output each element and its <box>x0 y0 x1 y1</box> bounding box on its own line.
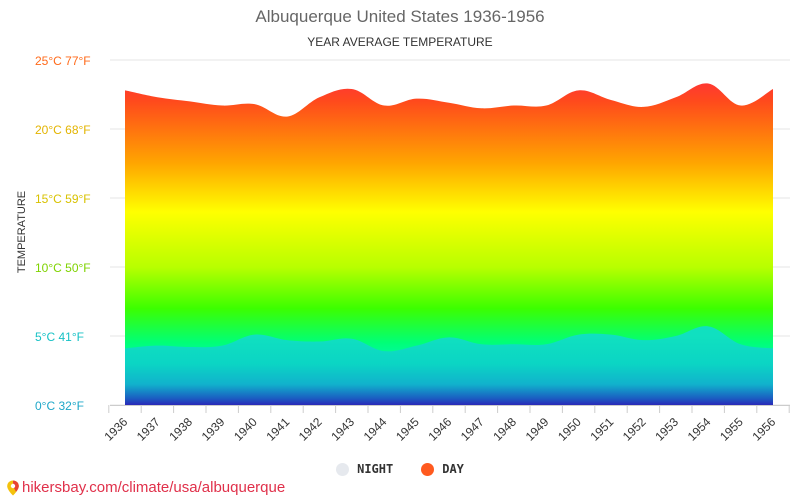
point-night-1952 <box>641 338 645 342</box>
legend-item-night[interactable]: NIGHT <box>336 462 393 476</box>
point-day-1951 <box>609 98 613 102</box>
x-tick-label-1954: 1954 <box>685 415 714 444</box>
point-night-1949 <box>544 342 548 346</box>
point-day-1956 <box>771 87 775 91</box>
legend-label-night: NIGHT <box>357 462 394 476</box>
legend-label-day: DAY <box>442 462 464 476</box>
point-day-1937 <box>155 95 159 99</box>
point-day-1950 <box>577 88 581 92</box>
point-night-1956 <box>771 346 775 350</box>
point-day-1944 <box>382 104 386 108</box>
point-night-1940 <box>253 333 257 337</box>
x-tick-label-1938: 1938 <box>166 415 195 444</box>
chart-title: Albuquerque United States 1936-1956 <box>255 7 545 26</box>
x-tick-label-1942: 1942 <box>296 415 325 444</box>
x-tick-label-1943: 1943 <box>328 415 357 444</box>
x-tick-label-1948: 1948 <box>490 415 519 444</box>
point-night-1938 <box>188 345 192 349</box>
footer-link-container: hikersbay.com/climate/usa/albuquerque <box>6 479 285 496</box>
legend-dot-day <box>421 462 435 476</box>
chart-legend: NIGHT DAY <box>0 462 800 476</box>
point-day-1954 <box>706 81 710 85</box>
point-night-1951 <box>609 333 613 337</box>
point-day-1941 <box>285 115 289 119</box>
x-tick-label-1950: 1950 <box>555 415 584 444</box>
map-pin-icon <box>6 480 20 496</box>
point-day-1949 <box>544 104 548 108</box>
x-tick-label-1945: 1945 <box>393 415 422 444</box>
y-tick-label-15: 15°C 59°F <box>35 192 91 206</box>
x-tick-label-1936: 1936 <box>102 415 131 444</box>
legend-item-day[interactable]: DAY <box>421 462 464 476</box>
x-tick-label-1956: 1956 <box>750 415 779 444</box>
point-night-1936 <box>123 346 127 350</box>
y-tick-label-20: 20°C 68°F <box>35 123 91 137</box>
y-tick-label-0: 0°C 32°F <box>35 399 84 413</box>
point-day-1942 <box>317 95 321 99</box>
x-tick-label-1941: 1941 <box>264 415 293 444</box>
area-layer <box>123 81 775 406</box>
area-night <box>125 326 773 405</box>
point-day-1936 <box>123 88 127 92</box>
x-tick-label-1949: 1949 <box>523 415 552 444</box>
point-day-1940 <box>253 102 257 106</box>
point-night-1937 <box>155 344 159 348</box>
x-tick-label-1940: 1940 <box>231 415 260 444</box>
point-day-1948 <box>512 104 516 108</box>
footer-link[interactable]: hikersbay.com/climate/usa/albuquerque <box>22 479 286 496</box>
point-night-1939 <box>220 344 224 348</box>
x-tick-label-1946: 1946 <box>426 415 455 444</box>
point-night-1941 <box>285 338 289 342</box>
point-day-1955 <box>739 104 743 108</box>
x-tick-label-1944: 1944 <box>361 415 390 444</box>
point-night-1950 <box>577 333 581 337</box>
point-night-1942 <box>317 340 321 344</box>
x-tick-label-1937: 1937 <box>134 415 163 444</box>
x-tick-label-1951: 1951 <box>588 415 617 444</box>
y-tick-label-5: 5°C 41°F <box>35 330 84 344</box>
ylabel-layer: 0°C 32°F 5°C 41°F 10°C 50°F 15°C 59°F 20°C 6… <box>35 54 91 413</box>
point-night-1945 <box>415 344 419 348</box>
y-axis-title: TEMPERATURE <box>16 191 28 273</box>
y-tick-label-25: 25°C 77°F <box>35 54 91 68</box>
point-night-1944 <box>382 349 386 353</box>
x-tick-label-1952: 1952 <box>620 415 649 444</box>
point-night-1948 <box>512 342 516 346</box>
point-day-1947 <box>479 106 483 110</box>
area-day <box>125 83 773 406</box>
point-day-1939 <box>220 104 224 108</box>
point-night-1947 <box>479 342 483 346</box>
legend-dot-night <box>336 462 350 476</box>
axis-layer <box>108 405 790 413</box>
point-night-1954 <box>706 324 710 328</box>
x-tick-label-1939: 1939 <box>199 415 228 444</box>
point-night-1953 <box>674 334 678 338</box>
point-night-1943 <box>350 337 354 341</box>
point-day-1952 <box>641 105 645 109</box>
xlabel-layer: 1936 1937 1938 1939 1940 1941 1942 1943 1944 1945… <box>102 415 779 444</box>
chart-subtitle: YEAR AVERAGE TEMPERATURE <box>307 35 493 49</box>
point-day-1945 <box>415 97 419 101</box>
x-tick-label-1953: 1953 <box>652 415 681 444</box>
x-tick-label-1947: 1947 <box>458 415 487 444</box>
point-night-1955 <box>739 342 743 346</box>
point-day-1938 <box>188 99 192 103</box>
y-tick-label-10: 10°C 50°F <box>35 261 91 275</box>
point-day-1953 <box>674 95 678 99</box>
x-tick-label-1955: 1955 <box>717 415 746 444</box>
point-night-1946 <box>447 335 451 339</box>
point-day-1943 <box>350 87 354 91</box>
point-day-1946 <box>447 101 451 105</box>
